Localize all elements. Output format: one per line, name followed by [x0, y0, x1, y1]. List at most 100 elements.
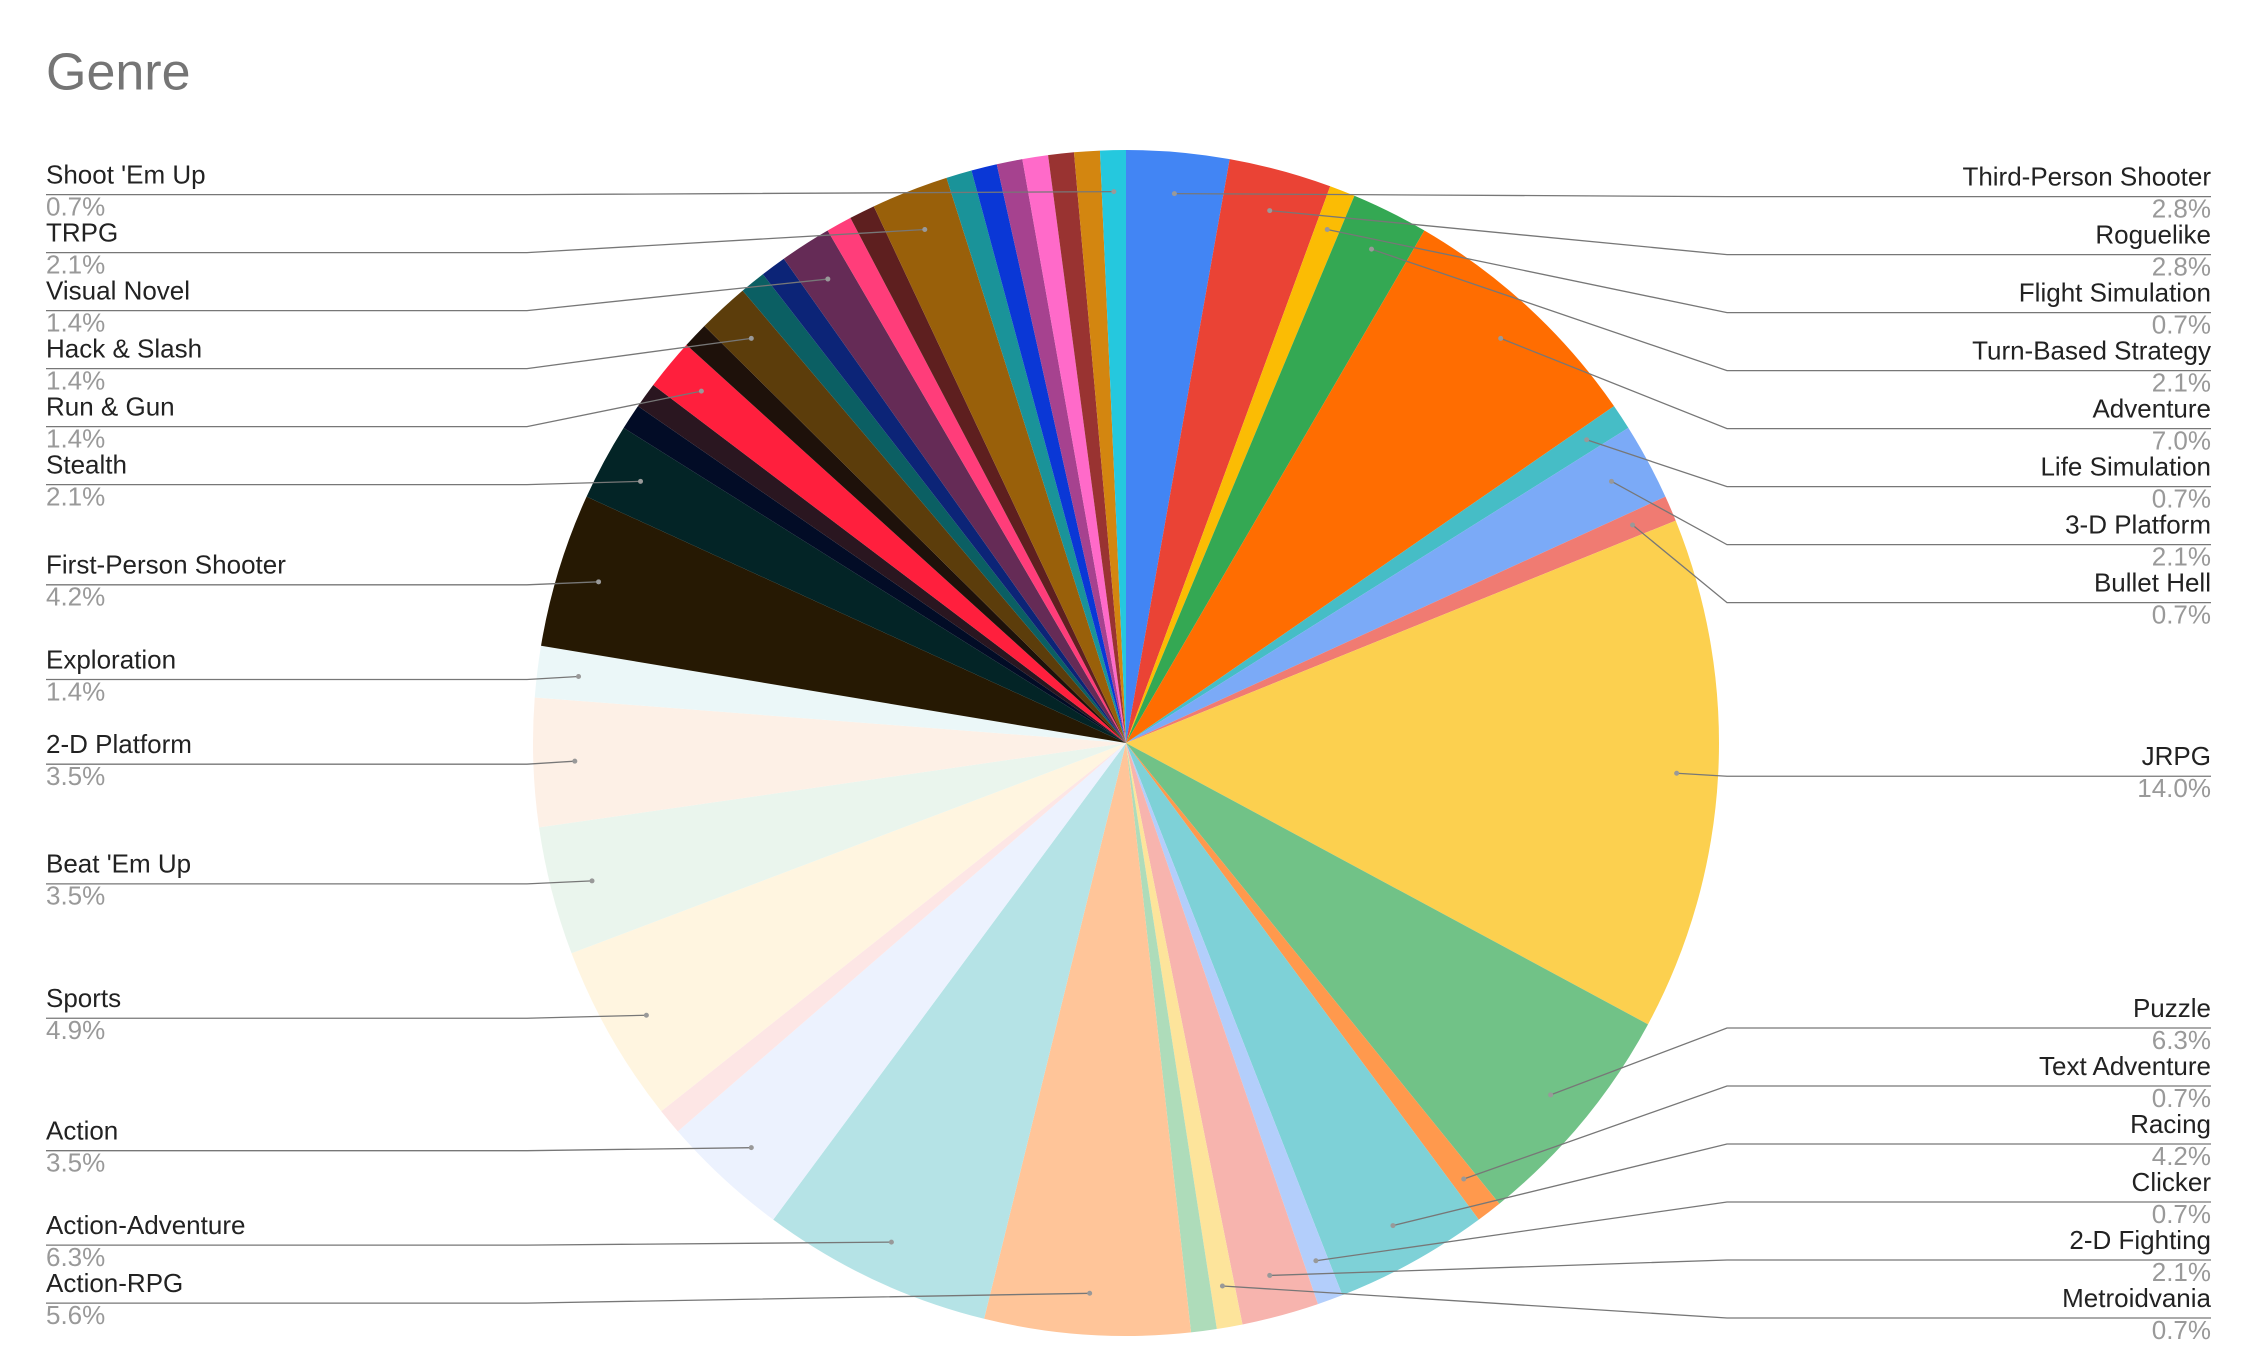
slice-value-label: 1.4%	[46, 676, 105, 706]
pie-slice	[1126, 743, 1343, 1305]
slice-value-label: 0.7%	[2152, 1315, 2211, 1345]
pie-slice	[984, 743, 1192, 1337]
slice-value-label: 2.1%	[2152, 542, 2211, 572]
leader-dot	[698, 388, 704, 394]
leader-dot	[1461, 1176, 1467, 1182]
leader-dot	[1674, 770, 1680, 776]
slice-label: Racing	[2130, 1109, 2211, 1139]
leader-dot	[1608, 478, 1614, 484]
leader-line	[1327, 228, 2211, 314]
pie	[533, 150, 1719, 1337]
slice-label: Sports	[46, 983, 121, 1013]
slice-label: TRPG	[46, 218, 118, 248]
slice-value-label: 1.4%	[46, 308, 105, 338]
leader-line	[1269, 1259, 2211, 1277]
leader-line	[46, 760, 575, 765]
leader-dot	[1324, 227, 1330, 233]
leader-line	[46, 880, 593, 885]
slice-label: Text Adventure	[2039, 1051, 2211, 1081]
pie-slice	[637, 385, 1126, 743]
pie-slice	[773, 743, 1126, 1319]
slice-value-label: 5.6%	[46, 1300, 105, 1330]
slice-value-label: 6.3%	[2152, 1025, 2211, 1055]
slice-label: Life Simulation	[2040, 452, 2211, 482]
leader-dot	[1111, 189, 1117, 195]
pie-slice	[586, 427, 1126, 743]
leader-dot	[1171, 191, 1177, 197]
slice-label: Clicker	[2132, 1167, 2212, 1197]
pie-slice	[677, 743, 1126, 1220]
leader-dot	[1087, 1290, 1093, 1296]
leader-line	[46, 675, 579, 681]
slice-label: 2-D Fighting	[2069, 1225, 2211, 1255]
leader-line	[1632, 524, 2211, 604]
leader-dot	[825, 276, 831, 282]
pie-slice	[1126, 743, 1217, 1333]
slice-value-label: 1.4%	[46, 366, 105, 396]
leader-line	[46, 278, 828, 312]
pie-slice	[1048, 152, 1126, 743]
leader-line	[1500, 337, 2211, 430]
slice-value-label: 2.8%	[2152, 194, 2211, 224]
leader-line	[1586, 439, 2211, 488]
pie-slice	[571, 743, 1126, 1112]
leader-line	[1550, 1027, 2211, 1096]
pie-slice	[704, 290, 1126, 743]
slice-label: Action-RPG	[46, 1268, 183, 1298]
pie-slice	[946, 170, 1126, 744]
slice-value-label: 4.2%	[2152, 1141, 2211, 1171]
leader-line	[1392, 1143, 2211, 1227]
leader-dot	[922, 227, 928, 233]
leader-dot	[576, 674, 582, 680]
slice-value-label: 7.0%	[2152, 426, 2211, 456]
pie-slice	[541, 496, 1126, 743]
slice-label: Roguelike	[2095, 220, 2211, 250]
chart-title: Genre	[46, 44, 191, 102]
pie-slice	[1099, 150, 1126, 743]
pie-slice	[1126, 406, 1629, 743]
slice-value-label: 3.5%	[46, 881, 105, 911]
slice-value-label: 2.1%	[2152, 1257, 2211, 1287]
pie-slice	[1126, 496, 1676, 743]
leader-dot	[572, 758, 578, 764]
leader-line	[46, 190, 1114, 196]
slice-label: Visual Novel	[46, 276, 190, 306]
pie-slice	[1126, 427, 1666, 743]
slice-value-label: 0.7%	[2152, 600, 2211, 630]
leader-line	[1315, 1201, 2211, 1262]
leader-dot	[1369, 246, 1375, 252]
slice-value-label: 0.7%	[2152, 484, 2211, 514]
pie-slice	[1126, 195, 1425, 743]
slice-label: Stealth	[46, 450, 127, 480]
leader-line	[46, 1241, 892, 1246]
leader-line	[1269, 209, 2211, 256]
leader-dot	[1630, 522, 1636, 528]
slice-value-label: 0.7%	[2152, 310, 2211, 340]
slice-label: Adventure	[2092, 394, 2211, 424]
slice-value-label: 14.0%	[2137, 773, 2211, 803]
slice-value-label: 2.1%	[46, 250, 105, 280]
pie-slice	[623, 406, 1126, 743]
pie-slice	[539, 743, 1126, 954]
pie-slice	[1022, 155, 1126, 744]
pie-slice	[1126, 150, 1230, 743]
leader-line	[46, 1292, 1090, 1304]
leader-dot	[1267, 1272, 1273, 1278]
leader-dot	[1498, 335, 1504, 341]
slice-value-label: 4.2%	[46, 582, 105, 612]
slice-label: Bullet Hell	[2094, 568, 2211, 598]
slice-value-label: 4.9%	[46, 1015, 105, 1045]
leader-line	[46, 390, 702, 428]
pie-slice	[534, 645, 1126, 743]
leader-line	[46, 480, 641, 486]
pie-slice	[686, 325, 1126, 743]
leader-dot	[596, 579, 602, 585]
slice-label: First-Person Shooter	[46, 550, 286, 580]
slice-value-label: 3.5%	[46, 761, 105, 791]
slice-label: Puzzle	[2133, 993, 2211, 1023]
slice-label: JRPG	[2142, 741, 2211, 771]
pie-slice	[653, 344, 1126, 743]
slice-value-label: 3.5%	[46, 1148, 105, 1178]
slice-value-label: 2.1%	[2152, 368, 2211, 398]
